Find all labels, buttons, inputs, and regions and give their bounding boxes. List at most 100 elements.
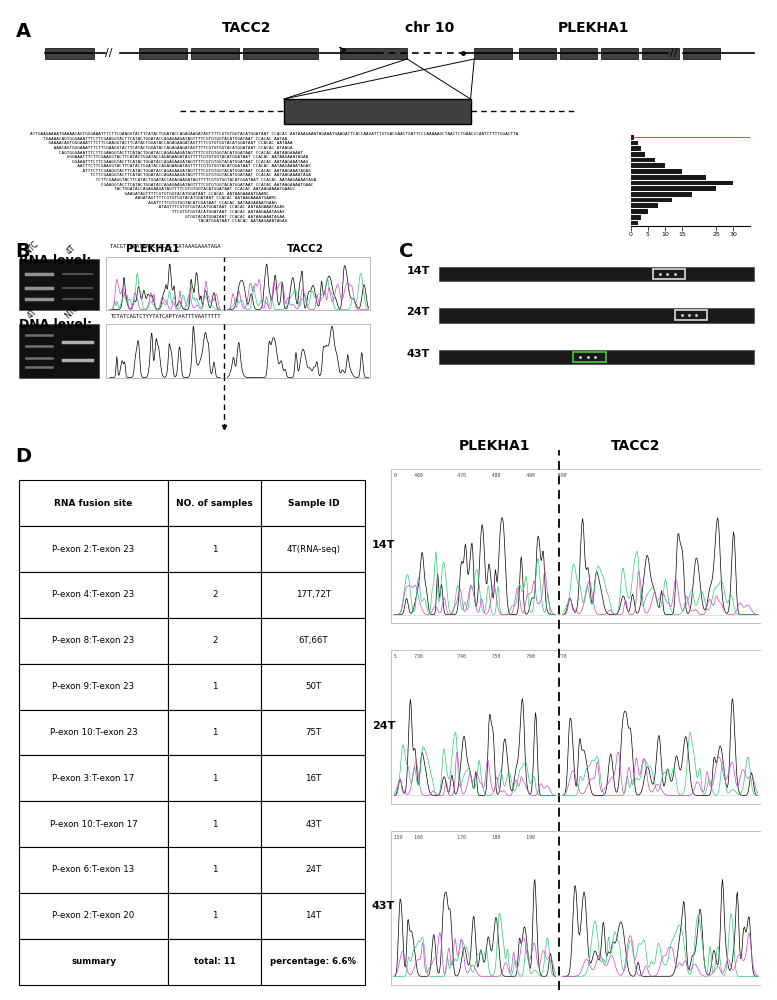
- FancyBboxPatch shape: [439, 267, 754, 281]
- Text: CAGTGGGAAATTTCTTCGAAGGTACTTCATACTGGATACCAGAGAAGATAGTTTTCGTGTGGTACATGGATAAT CCACA: CAGTGGGAAATTTCTTCGAAGGTACTTCATACTGGATACC…: [30, 151, 304, 155]
- FancyBboxPatch shape: [261, 664, 365, 710]
- Text: 150    160            170         180         190: 150 160 170 180 190: [394, 835, 535, 840]
- Bar: [631, 215, 641, 220]
- Text: AAACAGTGGGAAATTTCTTCGAAGGTACTTCATACTGGATACCAGAGAAGATAGTTTTCGTGTGGTACATGGATAAT CC: AAACAGTGGGAAATTTCTTCGAAGGTACTTCATACTGGAT…: [30, 146, 293, 150]
- FancyBboxPatch shape: [168, 572, 261, 618]
- Text: Sample ID: Sample ID: [287, 499, 339, 508]
- FancyBboxPatch shape: [560, 48, 598, 59]
- FancyBboxPatch shape: [168, 847, 261, 893]
- Text: 2: 2: [212, 590, 218, 599]
- Text: A: A: [16, 22, 30, 41]
- FancyBboxPatch shape: [601, 48, 639, 59]
- Bar: [631, 181, 733, 185]
- Text: percentage: 6.6%: percentage: 6.6%: [270, 957, 357, 966]
- Text: AATTTCTTCGAAGGTACTTCATACTGGATACCAGAGAAGATAGTTTTCGTGTGGTACATGGATAAT CCACAC AATAAG: AATTTCTTCGAAGGTACTTCATACTGGATACCAGAGAAGA…: [30, 164, 312, 168]
- Text: 6T,66T: 6T,66T: [298, 636, 328, 645]
- FancyBboxPatch shape: [19, 526, 168, 572]
- Text: GTGGTACATGGATAAT CCACAC AATAAGAAATAGAA: GTGGTACATGGATAAT CCACAC AATAAGAAATAGAA: [30, 215, 285, 219]
- FancyBboxPatch shape: [391, 650, 761, 804]
- FancyBboxPatch shape: [19, 259, 99, 310]
- FancyBboxPatch shape: [642, 48, 679, 59]
- FancyBboxPatch shape: [168, 801, 261, 847]
- FancyBboxPatch shape: [261, 710, 365, 755]
- FancyBboxPatch shape: [284, 99, 471, 124]
- FancyBboxPatch shape: [19, 710, 168, 755]
- FancyBboxPatch shape: [261, 847, 365, 893]
- Text: TACC2: TACC2: [611, 439, 660, 453]
- Text: RNA fusion site: RNA fusion site: [54, 499, 133, 508]
- Text: P-exon 10:T-exon 23: P-exon 10:T-exon 23: [50, 728, 138, 737]
- Text: 24T: 24T: [305, 865, 322, 874]
- Text: PLEKHA1: PLEKHA1: [127, 244, 179, 254]
- FancyBboxPatch shape: [683, 48, 720, 59]
- Text: 1: 1: [212, 682, 218, 691]
- FancyBboxPatch shape: [243, 48, 318, 59]
- FancyBboxPatch shape: [439, 308, 754, 323]
- Text: 4T: 4T: [65, 244, 78, 257]
- Text: CGAAGGTACTTCATACTGGATACCAGAGAAGATAGTTTTCGTGTGGTACATGGATAAT CCACAC AATAAGAAAATGAA: CGAAGGTACTTCATACTGGATACCAGAGAAGATAGTTTTC…: [30, 183, 314, 187]
- Text: P-exon 2:T-exon 20: P-exon 2:T-exon 20: [52, 911, 134, 920]
- FancyBboxPatch shape: [261, 572, 365, 618]
- FancyBboxPatch shape: [138, 48, 187, 59]
- Text: P-exon 4:T-exon 23: P-exon 4:T-exon 23: [52, 590, 134, 599]
- FancyBboxPatch shape: [168, 710, 261, 755]
- FancyBboxPatch shape: [19, 847, 168, 893]
- Text: TACATGGATAAT CCACAC AATAAGAAATAGAG: TACATGGATAAT CCACAC AATAAGAAATAGAG: [30, 219, 287, 223]
- Text: 43T: 43T: [406, 349, 430, 359]
- FancyBboxPatch shape: [261, 755, 365, 801]
- Text: P-exon 6:T-exon 13: P-exon 6:T-exon 13: [52, 865, 134, 874]
- FancyBboxPatch shape: [340, 48, 407, 59]
- Text: 4T: 4T: [26, 308, 38, 321]
- Text: 24T: 24T: [372, 721, 395, 731]
- Text: GAAAACAGTGGGAAATTTCTTCGAAGGTACTTCATACTGGATACCAGAGAAGATAGTTTTCGTGTGGTACATGGATAAT : GAAAACAGTGGGAAATTTCTTCGAAGGTACTTCATACTGG…: [30, 141, 293, 145]
- Bar: [631, 175, 706, 180]
- Text: 43T: 43T: [372, 901, 395, 911]
- FancyBboxPatch shape: [261, 480, 365, 526]
- Text: TACC2: TACC2: [287, 244, 324, 254]
- Text: D: D: [16, 447, 32, 466]
- FancyBboxPatch shape: [19, 324, 99, 378]
- Bar: [631, 158, 655, 162]
- Text: 1: 1: [212, 820, 218, 829]
- Text: 43T: 43T: [305, 820, 322, 829]
- Text: TCTTCGAAGGTACTTCATACTGGATACCAGAGAAGATAGTTTTCGTGTGGTACATGGATAAT CCACAC AATAAGAAAA: TCTTCGAAGGTACTTCATACTGGATACCAGAGAAGATAGT…: [30, 178, 316, 182]
- Text: GAAGATAGTTTTCGTGTGGTACATGGATAAT CCACAC AATAAGAAAATGAARC: GAAGATAGTTTTCGTGTGGTACATGGATAAT CCACAC A…: [30, 192, 270, 196]
- Text: P-exon 2:T-exon 23: P-exon 2:T-exon 23: [52, 545, 134, 554]
- Text: ATTGAAGAAAATGAAAACAGTGGGAAATTTCTTCGAAGGTACTTCATACTGGATACCAGAGAAGATAGTTTTCGTGTGGT: ATTGAAGAAAATGAAAACAGTGGGAAATTTCTTCGAAGGT…: [30, 132, 519, 136]
- Text: //: //: [105, 48, 113, 58]
- Text: 1: 1: [212, 865, 218, 874]
- Text: TCTTCGAAGGTACTTCATACTGGATACCAGAGAAGATAGTTTTCGTGTGGTACATGGATAAT CCACAC AATAAGAAAA: TCTTCGAAGGTACTTCATACTGGATACCAGAGAAGATAGT…: [30, 173, 312, 177]
- FancyBboxPatch shape: [19, 664, 168, 710]
- Text: 14T: 14T: [372, 540, 395, 550]
- FancyBboxPatch shape: [45, 48, 94, 59]
- Text: 75T: 75T: [305, 728, 322, 737]
- Text: GGGAAATTTCTTCGAAGGTACTTCATACTGGATACCAGAGAAGATAGTTTTCGTGTGGTACATGGATAAT CCACAC AA: GGGAAATTTCTTCGAAGGTACTTCATACTGGATACCAGAG…: [30, 155, 308, 159]
- Text: 5      730            740         750         760        770: 5 730 740 750 760 770: [394, 654, 566, 659]
- FancyBboxPatch shape: [168, 526, 261, 572]
- Text: TACGT CGATAATCCACAG GATAAAGAAATAGA: TACGT CGATAATCCACAG GATAAAGAAATAGA: [110, 244, 221, 249]
- Bar: [631, 198, 672, 202]
- FancyBboxPatch shape: [168, 893, 261, 939]
- Text: P-exon 9:T-exon 23: P-exon 9:T-exon 23: [52, 682, 134, 691]
- FancyBboxPatch shape: [19, 801, 168, 847]
- Bar: [631, 169, 682, 174]
- Text: 1: 1: [212, 545, 218, 554]
- FancyBboxPatch shape: [106, 324, 371, 378]
- FancyBboxPatch shape: [168, 755, 261, 801]
- FancyBboxPatch shape: [474, 48, 511, 59]
- Text: TACC2: TACC2: [222, 21, 271, 35]
- Text: chr 10: chr 10: [405, 21, 454, 35]
- FancyBboxPatch shape: [191, 48, 239, 59]
- FancyBboxPatch shape: [391, 469, 761, 623]
- Text: TGAAAACAGTGGGAAATTTCTTCGAAGGTACTTCATACTGGATACCAGAGAAGATAGTTTTCGTGTGGTACATGGATAAT: TGAAAACAGTGGGAAATTTCTTCGAAGGTACTTCATACTG…: [30, 137, 287, 141]
- Text: 0      460            470         480         490        500: 0 460 470 480 490 500: [394, 473, 566, 478]
- Text: 14T: 14T: [406, 266, 430, 276]
- Bar: [631, 146, 641, 151]
- Text: DNA level:: DNA level:: [19, 318, 92, 331]
- Text: TTCGTGTGGTACATGGATAAT CCACAC AATAAGAAATAGAS: TTCGTGTGGTACATGGATAAT CCACAC AATAAGAAATA…: [30, 210, 285, 214]
- Text: NO. of samples: NO. of samples: [176, 499, 253, 508]
- FancyBboxPatch shape: [19, 755, 168, 801]
- FancyBboxPatch shape: [391, 831, 761, 985]
- Text: 50T: 50T: [305, 682, 322, 691]
- Text: TACTGGATACCAGAGAAGATAGTTTTCGTGTGGTACATGGATAAT CCACAC AATAAGAAAATGAAGC: TACTGGATACCAGAGAAGATAGTTTTCGTGTGGTACATGG…: [30, 187, 295, 191]
